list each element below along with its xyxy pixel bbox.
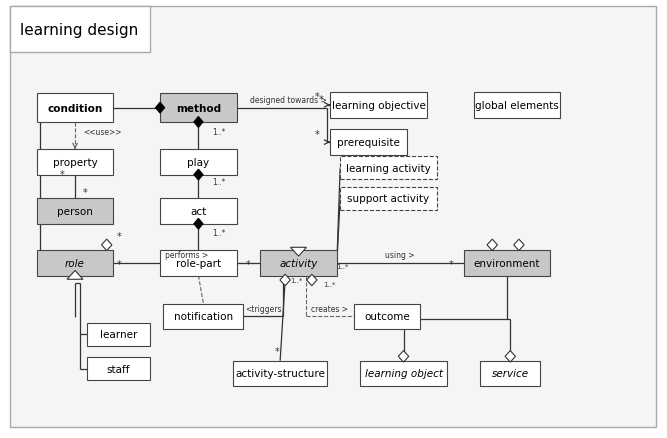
FancyBboxPatch shape	[10, 7, 150, 53]
FancyBboxPatch shape	[37, 251, 113, 277]
Polygon shape	[291, 248, 307, 257]
Text: condition: condition	[47, 103, 103, 113]
FancyBboxPatch shape	[160, 94, 237, 123]
FancyBboxPatch shape	[464, 251, 550, 277]
Text: property: property	[53, 158, 97, 167]
Text: 1..*: 1..*	[323, 282, 336, 288]
Text: *: *	[314, 92, 319, 102]
Text: learning activity: learning activity	[346, 163, 431, 173]
FancyBboxPatch shape	[480, 361, 540, 386]
FancyBboxPatch shape	[340, 187, 437, 210]
Text: learning design: learning design	[20, 23, 138, 38]
Polygon shape	[194, 117, 203, 128]
FancyBboxPatch shape	[360, 361, 447, 386]
Text: activity-structure: activity-structure	[235, 369, 325, 378]
Text: learner: learner	[99, 330, 137, 339]
Polygon shape	[194, 170, 203, 180]
Text: role: role	[65, 259, 85, 268]
Text: *: *	[314, 129, 319, 139]
Text: *: *	[116, 259, 121, 269]
FancyBboxPatch shape	[160, 199, 237, 224]
Text: method: method	[176, 103, 221, 113]
FancyBboxPatch shape	[87, 323, 150, 346]
Text: *: *	[116, 232, 121, 242]
Text: service: service	[492, 369, 529, 378]
FancyBboxPatch shape	[87, 357, 150, 380]
Text: 1..*: 1..*	[212, 127, 225, 136]
Text: 1..*: 1..*	[212, 178, 225, 187]
Polygon shape	[101, 240, 112, 251]
Text: person: person	[57, 207, 93, 216]
Polygon shape	[398, 351, 409, 362]
Text: 1..*: 1..*	[290, 277, 302, 283]
Text: performs >: performs >	[165, 250, 208, 259]
Text: using >: using >	[386, 250, 415, 259]
FancyBboxPatch shape	[354, 304, 420, 329]
Text: outcome: outcome	[364, 312, 410, 321]
Text: designed towards >: designed towards >	[250, 96, 327, 105]
Text: staff: staff	[107, 364, 130, 374]
FancyBboxPatch shape	[330, 93, 427, 118]
Text: learning object: learning object	[365, 369, 442, 378]
Text: learning objective: learning objective	[331, 101, 426, 110]
Text: 1..*: 1..*	[336, 263, 348, 269]
Text: *: *	[59, 170, 64, 180]
FancyBboxPatch shape	[474, 93, 560, 118]
Text: support activity: support activity	[348, 194, 430, 204]
Polygon shape	[67, 271, 83, 279]
Text: <triggers: <triggers	[245, 304, 281, 313]
Text: creates >: creates >	[311, 304, 348, 313]
Text: activity: activity	[279, 259, 317, 268]
Text: <<use>>: <<use>>	[83, 127, 121, 136]
Polygon shape	[487, 240, 498, 251]
Text: *: *	[245, 259, 251, 269]
Polygon shape	[155, 103, 165, 114]
Text: environment: environment	[474, 259, 540, 268]
Text: play: play	[187, 158, 209, 167]
FancyBboxPatch shape	[37, 150, 113, 175]
FancyBboxPatch shape	[330, 130, 407, 155]
Text: global elements: global elements	[475, 101, 559, 110]
Polygon shape	[514, 240, 524, 251]
Text: role-part: role-part	[176, 258, 221, 268]
FancyBboxPatch shape	[163, 304, 243, 329]
Text: prerequisite: prerequisite	[337, 138, 400, 148]
FancyBboxPatch shape	[37, 94, 113, 123]
FancyBboxPatch shape	[340, 157, 437, 180]
Text: act: act	[190, 207, 207, 216]
FancyBboxPatch shape	[10, 7, 656, 427]
Text: *: *	[449, 259, 454, 269]
FancyBboxPatch shape	[37, 199, 113, 224]
Polygon shape	[307, 275, 317, 286]
Text: *: *	[319, 95, 324, 105]
FancyBboxPatch shape	[233, 361, 327, 386]
FancyBboxPatch shape	[260, 251, 337, 277]
FancyBboxPatch shape	[160, 251, 237, 276]
Polygon shape	[505, 351, 516, 362]
Text: notification: notification	[174, 312, 233, 321]
Text: 1..*: 1..*	[212, 228, 225, 237]
Polygon shape	[194, 219, 203, 230]
Text: *: *	[83, 187, 87, 197]
Text: *: *	[274, 346, 279, 357]
FancyBboxPatch shape	[160, 150, 237, 175]
Polygon shape	[280, 275, 290, 286]
